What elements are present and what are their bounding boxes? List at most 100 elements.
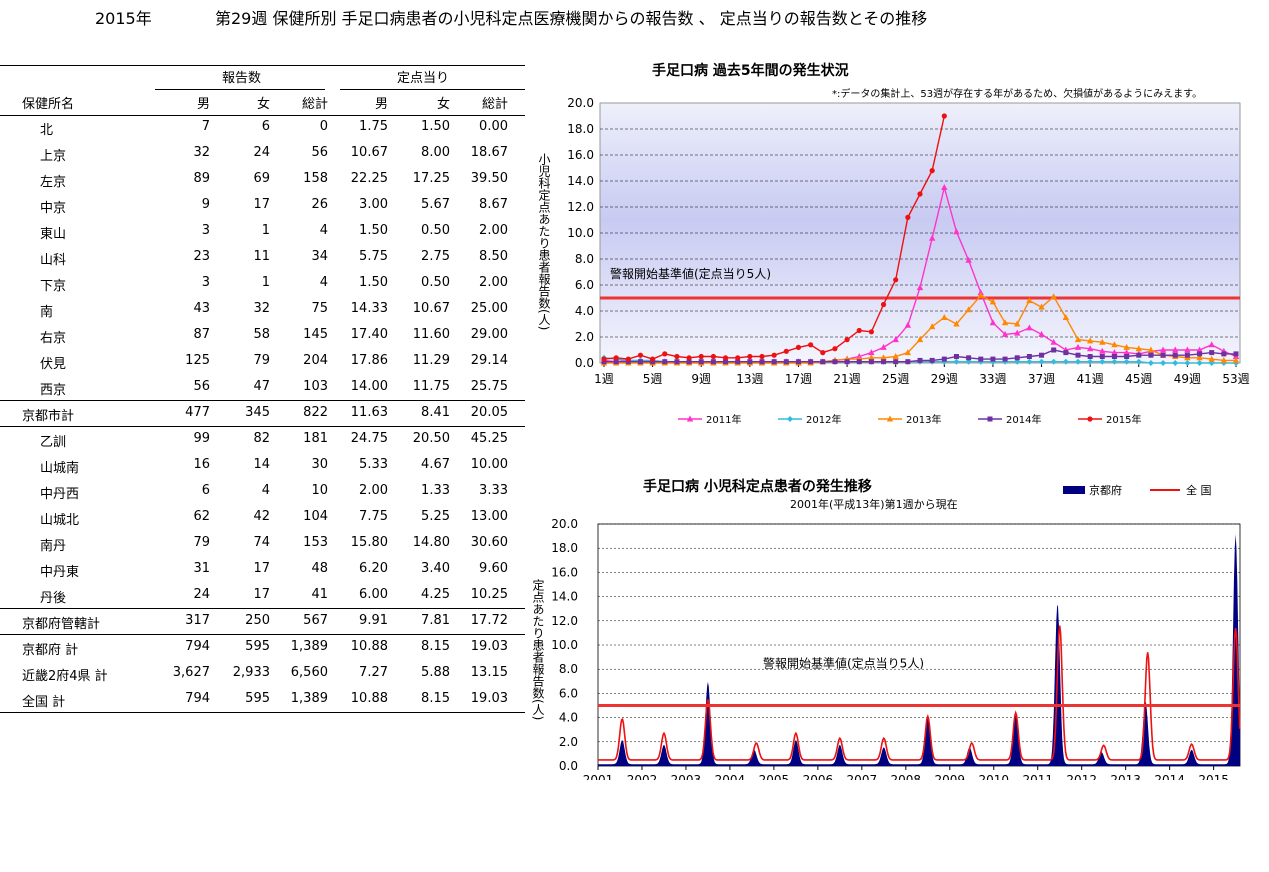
data-point [1038,358,1045,365]
row-cell: 7.81 [421,613,450,628]
data-point [1196,354,1203,361]
data-point [771,359,777,365]
data-point [674,359,680,365]
row-name: 山科 [40,253,67,268]
chart1-note: *:データの集計上、53週が存在する年があるため、欠損値があるようにみえます。 [832,89,1203,100]
row-cell: 153 [303,535,328,550]
y-tick-label: 20.0 [567,96,594,110]
row-cell: 10.25 [470,587,508,602]
row-name: 山城北 [40,513,80,528]
x-tick-label: 2001 [583,773,614,780]
row-name: 山城南 [40,461,80,476]
row-cell: 8.15 [421,639,450,654]
row-name: 京都府 計 [22,643,79,658]
row-cell: 10 [311,483,328,498]
data-point [1184,352,1190,358]
data-point [625,356,631,362]
data-point [1208,341,1215,348]
row-cell: 9.91 [359,613,388,628]
row-cell: 62 [193,509,210,524]
legend-label: 2015年 [1106,413,1141,426]
x-tick-label: 17週 [785,372,812,386]
data-point [941,356,947,362]
row-cell: 2.00 [359,483,388,498]
row-name: 右京 [40,331,67,346]
group-rule-perpoint [340,89,525,90]
data-point [613,355,619,361]
data-point [868,354,875,361]
data-point [698,359,704,365]
data-point [917,191,923,197]
data-point [1086,345,1094,352]
row-cell: 104 [303,509,328,524]
table-row: 上京 32 24 56 10.67 8.00 18.67 [0,140,525,166]
y-tick-label: 14.0 [551,590,578,604]
data-point [1209,350,1215,356]
data-point [1001,319,1009,326]
data-point [928,234,936,241]
data-point [710,359,716,365]
row-cell: 45.25 [470,431,508,446]
row-cell: 20.50 [412,431,450,446]
table-row: 京都市計 477 345 822 11.63 8.41 20.05 [0,400,525,426]
y-tick-label: 20.0 [551,517,578,531]
data-point [941,314,948,320]
row-cell: 11.29 [412,353,450,368]
x-tick-label: 2003 [671,773,702,780]
x-tick-label: 2008 [891,773,922,780]
row-cell: 6.00 [359,587,388,602]
page-title: 第29週 保健所別 手足口病患者の小児科定点医療機関からの報告数 、 定点当りの… [215,9,928,28]
chart2-title: 手足口病 小児科定点患者の発生推移 [643,479,872,495]
data-point [856,327,862,334]
data-point [905,214,911,220]
data-point [880,343,887,350]
data-point [1026,324,1033,331]
row-cell: 69 [253,171,270,186]
row-cell: 16 [193,457,210,472]
row-cell: 3 [201,223,210,238]
series-line-national [598,625,1241,761]
row-cell: 9 [201,197,210,212]
row-cell: 595 [245,691,270,706]
series-4 [601,113,947,362]
row-name: 伏見 [40,357,67,372]
row-cell: 6.20 [359,561,388,576]
row-cell: 1 [261,275,270,290]
data-point [856,359,862,365]
row-cell: 181 [303,431,328,446]
legend-item: 2013年 [878,413,941,426]
row-cell: 8.50 [479,249,508,264]
group-header-perpoint: 定点当り [397,71,450,86]
threshold-label: 警報開始基準値(定点当り5人) [763,656,924,671]
data-point [783,359,789,365]
row-cell: 2.00 [479,275,508,290]
row-cell: 6 [261,119,270,134]
row-cell: 10.88 [350,639,388,654]
data-point [989,298,997,305]
row-cell: 11.63 [350,405,388,420]
data-point [987,416,993,422]
data-point [637,352,644,358]
row-cell: 23 [193,249,210,264]
row-cell: 4.67 [421,457,450,472]
data-point [917,357,923,363]
row-cell: 345 [245,405,270,420]
row-cell: 6 [201,483,210,498]
row-cell: 14.00 [350,379,388,394]
row-cell: 56 [193,379,210,394]
data-point [1087,416,1093,422]
data-point [1039,352,1045,358]
x-tick-label: 2015 [1198,773,1229,780]
row-cell: 17 [253,561,270,576]
data-point [1172,346,1179,353]
y-tick-label: 16.0 [551,565,578,579]
row-cell: 30.60 [470,535,508,550]
data-point [650,356,656,362]
group-header-reports: 報告数 [222,71,262,86]
row-cell: 17.40 [350,327,388,342]
data-point [1136,352,1142,358]
data-point [795,344,802,350]
y-tick-label: 4.0 [559,711,578,725]
data-point [820,359,826,365]
table-top-rule [0,65,525,66]
